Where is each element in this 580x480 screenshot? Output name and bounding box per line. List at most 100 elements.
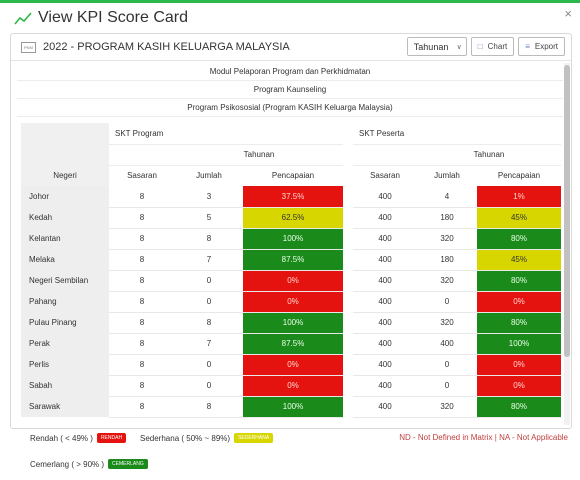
cell-negeri: Sarawak <box>21 396 109 417</box>
period-select[interactable]: Tahunan ∨ <box>406 37 467 56</box>
cell-program-sasaran: 8 <box>109 186 175 208</box>
cell-peserta-sasaran: 400 <box>353 228 417 250</box>
chart-icon: □ <box>477 42 483 51</box>
cell-program-pencapaian: 37.5% <box>243 186 343 208</box>
cell-peserta-sasaran: 400 <box>353 186 417 208</box>
scorecard-panel: PKM 2022 - PROGRAM KASIH KELUARGA MALAYS… <box>10 33 572 429</box>
legend-cemerlang: Cemerlang ( > 90% ) CEMERLANG <box>30 459 148 469</box>
modul-header: Modul Pelaporan Program dan Perkhidmatan <box>17 63 563 81</box>
legend-cemerlang-badge: CEMERLANG <box>108 459 148 469</box>
cell-peserta-pencapaian: 1% <box>477 186 561 208</box>
cell-peserta-sasaran: 400 <box>353 375 417 397</box>
cell-peserta-pencapaian: 80% <box>477 270 561 292</box>
cell-peserta-pencapaian: 0% <box>477 354 561 376</box>
cell-negeri: Pulau Pinang <box>21 312 109 333</box>
cell-peserta-jumlah: 180 <box>417 249 477 271</box>
cell-peserta-jumlah: 0 <box>417 354 477 376</box>
cell-program-sasaran: 8 <box>109 333 175 355</box>
group-skt-program: SKT Program <box>109 123 343 144</box>
cell-program-pencapaian: 100% <box>243 228 343 250</box>
period-program: Tahunan <box>175 143 343 165</box>
cell-peserta-pencapaian: 80% <box>477 228 561 250</box>
scrollbar-thumb[interactable] <box>564 65 570 357</box>
chart-button[interactable]: □ Chart <box>470 37 515 56</box>
cell-program-jumlah: 3 <box>175 186 243 208</box>
table-body: Johor 8 3 37.5% 400 4 1% Kedah 8 5 62.5% 400 180 45% K… <box>21 186 561 418</box>
cell-peserta-sasaran: 400 <box>353 291 417 313</box>
legend-sederhana-badge: SEDERHANA <box>234 433 274 443</box>
cell-peserta-jumlah: 320 <box>417 396 477 418</box>
cell-program-pencapaian: 62.5% <box>243 207 343 229</box>
chevron-down-icon: ∨ <box>456 43 462 51</box>
export-button-label: Export <box>534 42 558 51</box>
cell-program-pencapaian: 87.5% <box>243 333 343 355</box>
export-icon: ≡ <box>525 42 530 51</box>
cell-negeri: Kelantan <box>21 228 109 249</box>
cell-program-sasaran: 8 <box>109 270 175 292</box>
cell-program-jumlah: 0 <box>175 375 243 397</box>
group-skt-peserta: SKT Peserta <box>353 123 561 144</box>
cell-program-jumlah: 7 <box>175 249 243 271</box>
panel-header: PKM 2022 - PROGRAM KASIH KELUARGA MALAYS… <box>11 34 571 61</box>
cell-program-jumlah: 8 <box>175 228 243 250</box>
cell-program-pencapaian: 100% <box>243 312 343 334</box>
cell-peserta-jumlah: 0 <box>417 291 477 313</box>
sub-program-header: Program Psikososial (Program KASIH Kelua… <box>17 99 563 117</box>
col-pencapaian: Pencapaian <box>477 164 561 186</box>
cell-peserta-sasaran: 400 <box>353 396 417 418</box>
line-chart-icon <box>14 12 32 25</box>
cell-program-pencapaian: 0% <box>243 375 343 397</box>
cell-negeri: Perlis <box>21 354 109 375</box>
cell-peserta-pencapaian: 80% <box>477 396 561 418</box>
cell-program-sasaran: 8 <box>109 249 175 271</box>
table-row: Kedah 8 5 62.5% 400 180 45% <box>21 207 561 229</box>
legend-rendah: Rendah ( < 49% ) RENDAH <box>30 433 127 443</box>
cell-peserta-sasaran: 400 <box>353 312 417 334</box>
cell-negeri: Sabah <box>21 375 109 396</box>
legend-rendah-badge: RENDAH <box>96 433 127 443</box>
legend: Rendah ( < 49% ) RENDAH Sederhana ( 50% … <box>0 430 580 480</box>
cell-program-pencapaian: 0% <box>243 270 343 292</box>
table-row: Kelantan 8 8 100% 400 320 80% <box>21 228 561 250</box>
kpi-table: SKT Program SKT Peserta Tahunan Tahunan … <box>21 123 561 418</box>
cell-program-jumlah: 7 <box>175 333 243 355</box>
cell-program-sasaran: 8 <box>109 396 175 418</box>
modal-header: View KPI Score Card <box>0 3 580 33</box>
cell-negeri: Melaka <box>21 249 109 270</box>
legend-sederhana: Sederhana ( 50% ~ 89%) SEDERHANA <box>140 433 274 443</box>
cell-program-sasaran: 8 <box>109 312 175 334</box>
cell-peserta-pencapaian: 100% <box>477 333 561 355</box>
period-peserta: Tahunan <box>417 143 561 165</box>
col-negeri: Negeri <box>21 165 109 186</box>
col-sasaran: Sasaran <box>109 164 175 186</box>
cell-peserta-pencapaian: 45% <box>477 207 561 229</box>
header-blank <box>21 144 109 165</box>
table-row: Pahang 8 0 0% 400 0 0% <box>21 291 561 313</box>
cell-program-jumlah: 8 <box>175 396 243 418</box>
cell-program-pencapaian: 100% <box>243 396 343 418</box>
scorecard-scroll-area[interactable]: Modul Pelaporan Program dan Perkhidmatan… <box>17 63 563 425</box>
cell-program-jumlah: 0 <box>175 291 243 313</box>
cell-program-jumlah: 8 <box>175 312 243 334</box>
cell-negeri: Pahang <box>21 291 109 312</box>
cell-peserta-jumlah: 400 <box>417 333 477 355</box>
col-jumlah: Jumlah <box>175 164 243 186</box>
table-row: Perak 8 7 87.5% 400 400 100% <box>21 333 561 355</box>
col-jumlah: Jumlah <box>417 164 477 186</box>
export-button[interactable]: ≡ Export <box>518 37 565 56</box>
close-icon[interactable]: × <box>564 6 572 21</box>
legend-sederhana-label: Sederhana ( 50% ~ 89%) <box>140 433 231 443</box>
chart-button-label: Chart <box>487 42 508 51</box>
vertical-scrollbar[interactable] <box>564 63 570 425</box>
cell-peserta-pencapaian: 0% <box>477 291 561 313</box>
legend-rendah-label: Rendah ( < 49% ) <box>30 433 93 443</box>
cell-program-sasaran: 8 <box>109 354 175 376</box>
cell-program-pencapaian: 0% <box>243 354 343 376</box>
table-row: Negeri Sembilan 8 0 0% 400 320 80% <box>21 270 561 292</box>
cell-peserta-jumlah: 320 <box>417 312 477 334</box>
program-header: Program Kaunseling <box>17 81 563 99</box>
cell-program-pencapaian: 0% <box>243 291 343 313</box>
panel-toolbar: Tahunan ∨ □ Chart ≡ Export <box>406 37 565 56</box>
table-row: Pulau Pinang 8 8 100% 400 320 80% <box>21 312 561 334</box>
cell-peserta-pencapaian: 80% <box>477 312 561 334</box>
